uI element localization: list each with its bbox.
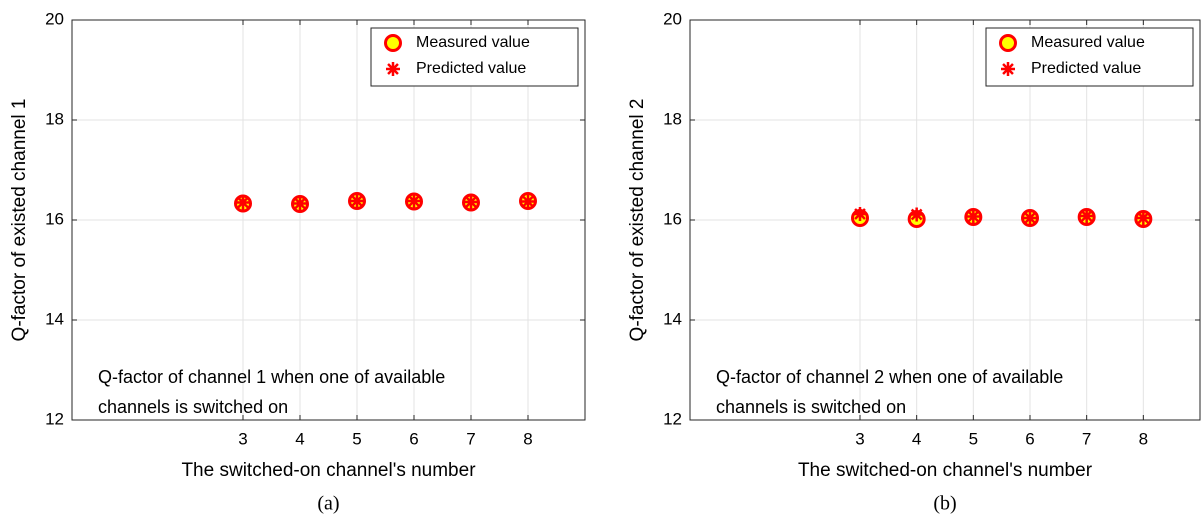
marker <box>407 194 421 208</box>
marker <box>966 209 981 224</box>
y-tick-label: 16 <box>45 209 64 228</box>
y-tick-label: 18 <box>45 109 64 128</box>
x-tick-label: 4 <box>912 429 921 448</box>
marker <box>521 194 535 209</box>
x-tick-label: 5 <box>352 429 361 448</box>
x-axis-label: The switched-on channel's number <box>181 460 476 481</box>
y-tick-label: 14 <box>45 309 64 328</box>
x-tick-label: 7 <box>466 429 475 448</box>
x-tick-label: 8 <box>1139 429 1148 448</box>
legend-marker <box>1001 62 1015 76</box>
legend-box <box>370 27 579 87</box>
annotation: Q-factor of channel 1 when one of availa… <box>98 367 445 387</box>
marker <box>1136 211 1151 225</box>
x-tick-label: 7 <box>1082 429 1091 448</box>
x-tick-label: 6 <box>409 429 418 448</box>
marker <box>909 207 924 222</box>
y-tick-label: 20 <box>45 9 64 28</box>
y-tick-label: 16 <box>663 209 682 228</box>
y-tick-label: 20 <box>663 9 682 28</box>
marker <box>236 195 250 210</box>
legend-label: Predicted value <box>1031 60 1141 77</box>
caption: (b) <box>933 493 956 515</box>
x-tick-label: 3 <box>855 429 864 448</box>
legend-marker <box>386 62 400 76</box>
x-tick-label: 8 <box>523 429 532 448</box>
y-tick-label: 12 <box>663 409 682 428</box>
marker <box>293 196 307 211</box>
axes-box <box>71 19 586 421</box>
x-tick-label: 6 <box>1025 429 1034 448</box>
marker <box>1023 211 1037 225</box>
y-tick-label: 18 <box>663 109 682 128</box>
caption: (a) <box>317 493 339 515</box>
marker <box>853 207 867 221</box>
annotation: channels is switched on <box>716 397 906 417</box>
y-axis-label: Q-factor of existed channel 1 <box>9 99 30 342</box>
y-tick-label: 12 <box>45 409 64 428</box>
legend-marker <box>999 34 1017 52</box>
legend-label: Measured value <box>1031 34 1145 51</box>
annotation: channels is switched on <box>98 397 288 417</box>
y-axis-label: Q-factor of existed channel 2 <box>627 99 648 342</box>
marker <box>1079 209 1094 223</box>
x-tick-label: 4 <box>295 429 304 448</box>
x-tick-label: 3 <box>238 429 247 448</box>
marker <box>350 194 364 208</box>
y-tick-label: 14 <box>663 309 682 328</box>
legend-label: Measured value <box>416 34 530 51</box>
legend-box <box>985 27 1194 87</box>
annotation: Q-factor of channel 2 when one of availa… <box>716 367 1063 387</box>
marker <box>464 195 478 209</box>
legend-marker <box>384 34 402 52</box>
x-tick-label: 5 <box>969 429 978 448</box>
x-axis-label: The switched-on channel's number <box>798 460 1093 481</box>
legend-label: Predicted value <box>416 60 526 77</box>
axes-box <box>689 19 1201 421</box>
